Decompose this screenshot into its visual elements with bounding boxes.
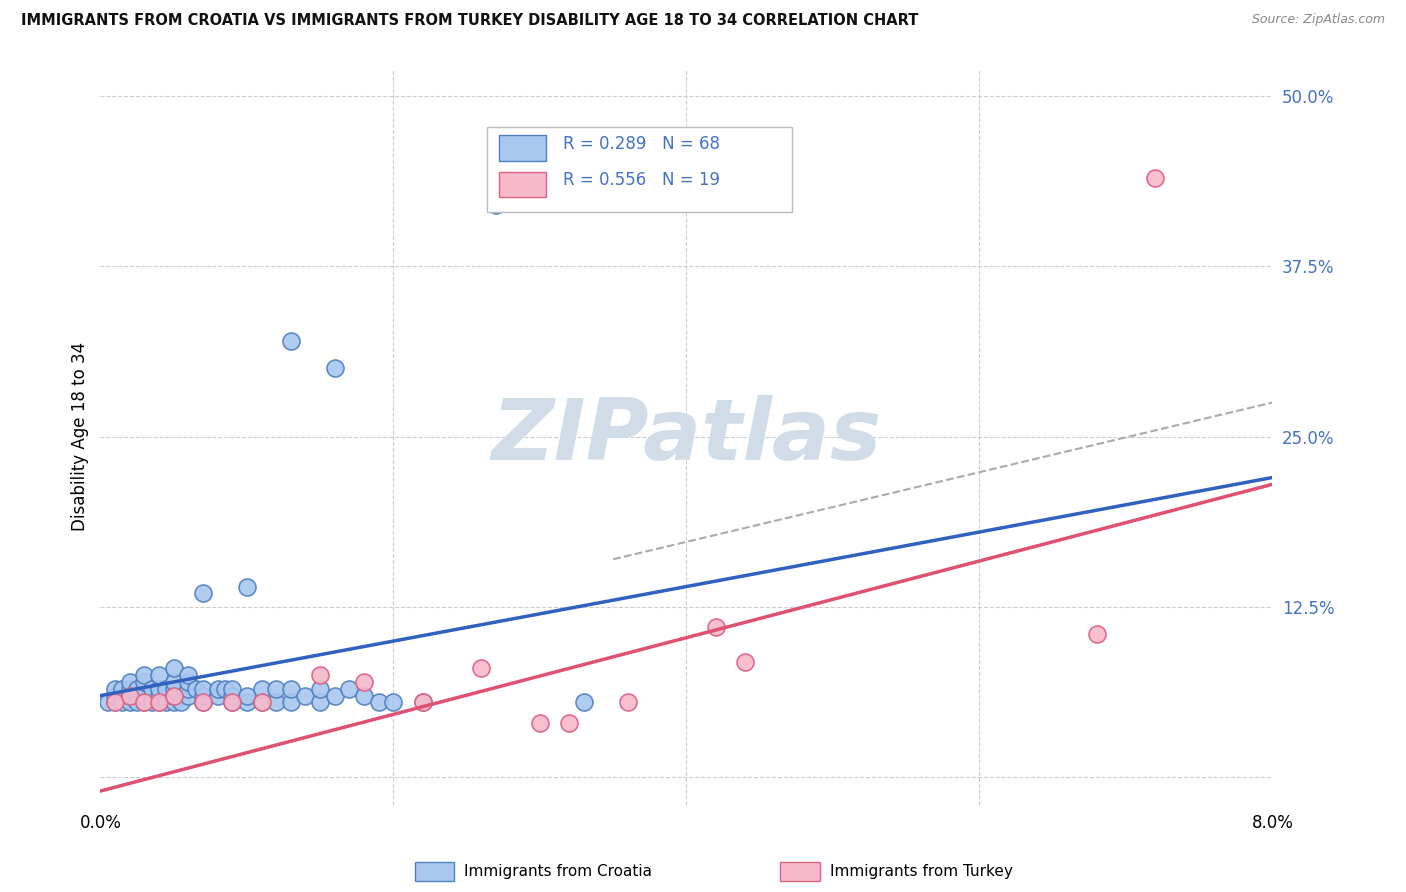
Point: [134, 695, 156, 709]
Point: [118, 689, 141, 703]
Point: [214, 681, 236, 696]
Point: [118, 689, 141, 703]
Point: [309, 668, 332, 682]
Point: [125, 695, 148, 709]
Point: [111, 695, 134, 709]
Point: [148, 681, 170, 696]
Point: [162, 681, 184, 696]
Point: [155, 695, 177, 709]
Point: [118, 681, 141, 696]
Point: [250, 695, 273, 709]
Point: [412, 695, 434, 709]
FancyBboxPatch shape: [499, 171, 546, 197]
Point: [134, 681, 156, 696]
Point: [280, 695, 302, 709]
Point: [104, 689, 127, 703]
Text: R = 0.289   N = 68: R = 0.289 N = 68: [564, 135, 720, 153]
Point: [309, 695, 332, 709]
Point: [294, 689, 316, 703]
Point: [236, 580, 259, 594]
Point: [250, 695, 273, 709]
Point: [177, 689, 200, 703]
Point: [221, 681, 243, 696]
Point: [280, 681, 302, 696]
Point: [134, 695, 156, 709]
Point: [104, 695, 127, 709]
Point: [572, 695, 595, 709]
Point: [353, 689, 375, 703]
Point: [148, 689, 170, 703]
Point: [323, 361, 346, 376]
Point: [184, 681, 207, 696]
Point: [191, 695, 214, 709]
Point: [177, 681, 200, 696]
Point: [221, 695, 243, 709]
Point: [704, 620, 727, 634]
Point: [221, 689, 243, 703]
Point: [207, 689, 229, 703]
Point: [118, 695, 141, 709]
Text: IMMIGRANTS FROM CROATIA VS IMMIGRANTS FROM TURKEY DISABILITY AGE 18 TO 34 CORREL: IMMIGRANTS FROM CROATIA VS IMMIGRANTS FR…: [21, 13, 918, 29]
Point: [148, 695, 170, 709]
Point: [141, 681, 163, 696]
Point: [734, 655, 756, 669]
Point: [616, 695, 638, 709]
Point: [162, 695, 184, 709]
Point: [191, 586, 214, 600]
Point: [170, 695, 193, 709]
Point: [141, 695, 163, 709]
Point: [1085, 627, 1108, 641]
Text: Source: ZipAtlas.com: Source: ZipAtlas.com: [1251, 13, 1385, 27]
Point: [485, 198, 508, 212]
Point: [155, 681, 177, 696]
Point: [111, 681, 134, 696]
Point: [529, 715, 551, 730]
Point: [177, 668, 200, 682]
Point: [470, 661, 492, 675]
Text: Immigrants from Turkey: Immigrants from Turkey: [830, 864, 1012, 879]
FancyBboxPatch shape: [486, 128, 792, 212]
Text: R = 0.556   N = 19: R = 0.556 N = 19: [564, 171, 720, 189]
Point: [134, 668, 156, 682]
Text: Immigrants from Croatia: Immigrants from Croatia: [464, 864, 652, 879]
Point: [558, 715, 581, 730]
Point: [1144, 170, 1167, 185]
Point: [339, 681, 361, 696]
FancyBboxPatch shape: [499, 135, 546, 161]
Point: [148, 695, 170, 709]
Point: [104, 695, 127, 709]
Point: [162, 689, 184, 703]
Point: [148, 668, 170, 682]
Point: [323, 689, 346, 703]
Text: ZIPatlas: ZIPatlas: [491, 395, 882, 478]
Y-axis label: Disability Age 18 to 34: Disability Age 18 to 34: [72, 342, 89, 531]
Point: [125, 681, 148, 696]
Point: [207, 681, 229, 696]
Point: [367, 695, 389, 709]
Point: [162, 689, 184, 703]
Point: [162, 661, 184, 675]
Point: [264, 681, 287, 696]
Point: [191, 681, 214, 696]
Point: [97, 695, 120, 709]
Point: [353, 675, 375, 690]
Point: [191, 695, 214, 709]
Point: [162, 675, 184, 690]
Point: [134, 675, 156, 690]
Point: [412, 695, 434, 709]
Point: [236, 695, 259, 709]
Point: [118, 675, 141, 690]
Point: [191, 689, 214, 703]
Point: [177, 675, 200, 690]
Point: [250, 681, 273, 696]
Point: [134, 689, 156, 703]
Point: [382, 695, 405, 709]
Point: [221, 695, 243, 709]
Point: [264, 695, 287, 709]
Point: [104, 681, 127, 696]
Point: [309, 681, 332, 696]
Point: [236, 689, 259, 703]
Point: [280, 334, 302, 348]
